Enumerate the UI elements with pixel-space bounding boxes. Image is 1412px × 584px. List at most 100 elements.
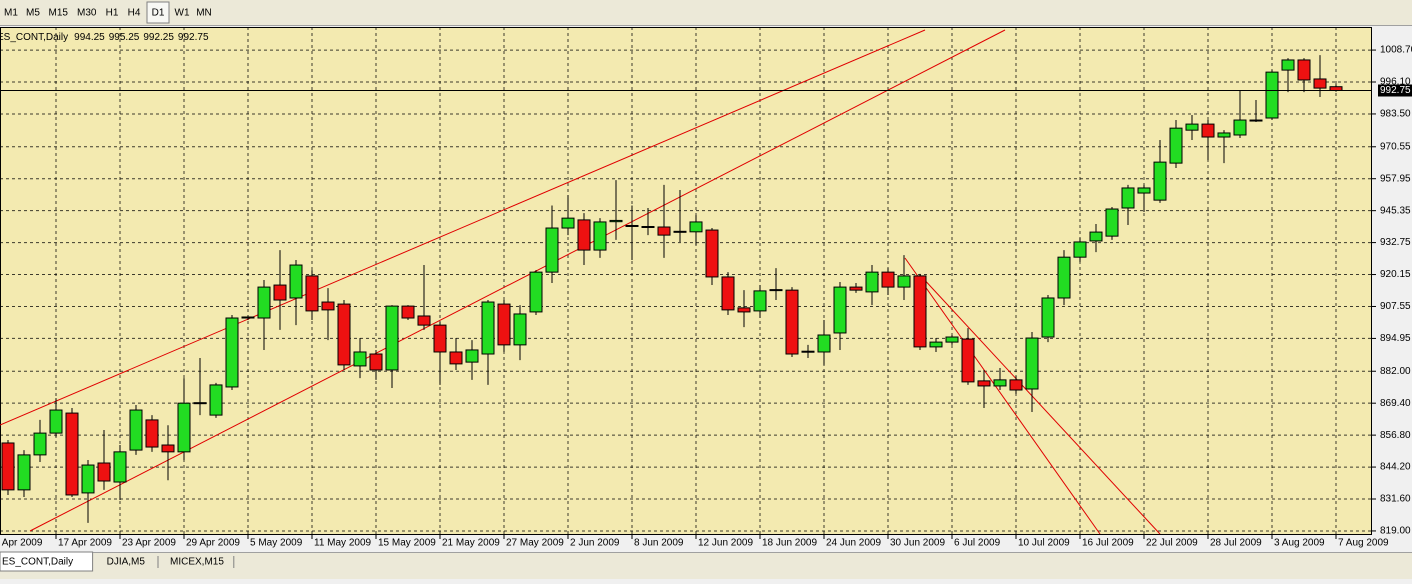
candle-body xyxy=(433,324,447,353)
price-label: 992.75 xyxy=(1380,85,1411,96)
candle-body xyxy=(625,224,639,227)
candle-body xyxy=(1121,187,1135,209)
candle-body xyxy=(721,276,735,311)
candle-body xyxy=(401,305,415,319)
x-tick-label: 5 May 2009 xyxy=(250,538,303,549)
timeframe-button[interactable]: H4 xyxy=(128,8,141,19)
x-tick-label: 17 Apr 2009 xyxy=(58,538,112,549)
trend-line xyxy=(919,274,1161,535)
candle-body xyxy=(977,380,991,387)
tab-label[interactable]: ES_CONT,Daily xyxy=(2,557,73,568)
candle-body xyxy=(193,402,207,405)
candle-body xyxy=(1217,132,1231,138)
tab-label[interactable]: MICEX,M15 xyxy=(170,557,224,568)
candle-body xyxy=(817,334,831,353)
y-tick-label: 945.35 xyxy=(1380,205,1411,216)
candle-body xyxy=(993,379,1007,387)
candle-body xyxy=(1041,297,1055,338)
candle-body xyxy=(97,462,111,482)
chart-title: ES_CONT,Daily xyxy=(0,32,68,43)
candle-body xyxy=(897,275,911,288)
tab-label[interactable]: DJIA,M5 xyxy=(107,557,146,568)
candle-body xyxy=(1153,161,1167,201)
candle-body xyxy=(321,301,335,311)
candle-body xyxy=(1313,78,1327,89)
candle-body xyxy=(209,384,223,416)
candle-body xyxy=(881,271,895,288)
candle-body xyxy=(17,454,31,491)
y-tick-label: 957.95 xyxy=(1380,173,1411,184)
candle-body xyxy=(1329,86,1343,91)
timeframe-button[interactable]: H1 xyxy=(106,8,119,19)
candle-body xyxy=(913,275,927,348)
candle-body xyxy=(337,303,351,366)
candle-body xyxy=(1009,379,1023,391)
candle-body xyxy=(1,442,15,491)
candle-body xyxy=(241,316,255,319)
candle-body xyxy=(609,219,623,223)
y-tick-label: 920.15 xyxy=(1380,269,1411,280)
candle-body xyxy=(1297,59,1311,81)
candle-body xyxy=(145,419,159,448)
candle-body xyxy=(833,286,847,334)
trend-line xyxy=(29,29,1006,532)
candle-body xyxy=(1025,337,1039,390)
candle-body xyxy=(1201,123,1215,138)
timeframe-button[interactable]: W1 xyxy=(175,8,190,19)
candle-body xyxy=(257,286,271,319)
timeframe-buttons: M1 M5 M15 M30 H1 H4 D1 W1 MN xyxy=(4,1,212,24)
timeframe-button[interactable]: D1 xyxy=(152,8,165,19)
y-tick-label: 831.60 xyxy=(1380,494,1411,505)
y-tick-label: 869.40 xyxy=(1380,398,1411,409)
candle-body xyxy=(513,313,527,346)
candle-body xyxy=(705,229,719,278)
candle-body xyxy=(385,305,399,371)
x-tick-label: 27 May 2009 xyxy=(506,538,564,549)
x-tick-label: 15 May 2009 xyxy=(378,538,436,549)
candle-body xyxy=(65,412,79,496)
candle-body xyxy=(561,217,575,229)
y-tick-label: 970.55 xyxy=(1380,141,1411,152)
timeframe-button[interactable]: M1 xyxy=(4,8,18,19)
x-tick-label: 12 Jun 2009 xyxy=(698,538,753,549)
candle-body xyxy=(1281,59,1295,71)
x-tick-label: 6 Jul 2009 xyxy=(954,538,1001,549)
y-tick-label: 932.75 xyxy=(1380,237,1411,248)
trend-line xyxy=(904,257,1101,535)
candle-body xyxy=(177,402,191,453)
candle-body xyxy=(529,271,543,313)
candle-body xyxy=(161,444,175,453)
candle-body xyxy=(737,307,751,313)
timeframe-button[interactable]: M15 xyxy=(49,8,69,19)
x-tick-label: 8 Jun 2009 xyxy=(634,538,684,549)
y-tick-label: 882.00 xyxy=(1380,366,1411,377)
x-tick-label: 7 Aug 2009 xyxy=(1338,538,1389,549)
candle-body xyxy=(801,350,815,353)
x-tick-label: 21 May 2009 xyxy=(442,538,500,549)
candle-body xyxy=(1185,123,1199,131)
timeframe-button[interactable]: M5 xyxy=(26,8,40,19)
candle-body xyxy=(1233,119,1247,136)
candle-body xyxy=(417,315,431,326)
toolbar xyxy=(0,0,1412,26)
x-tick-label: 3 Aug 2009 xyxy=(1274,538,1325,549)
x-tick-label: 2 Jun 2009 xyxy=(570,538,620,549)
candle-body xyxy=(945,336,959,343)
candle-body xyxy=(1137,187,1151,194)
chart-header: ES_CONT,Daily 994.25 995.25 992.25 992.75 xyxy=(0,32,209,43)
tab-active[interactable] xyxy=(0,551,94,572)
last-close: 992.75 xyxy=(178,32,209,43)
x-tick-label: 29 Apr 2009 xyxy=(186,538,240,549)
candle-body xyxy=(577,219,591,251)
candle-body xyxy=(369,353,383,371)
candle-body xyxy=(689,221,703,233)
x-tick-label: 10 Jul 2009 xyxy=(1018,538,1070,549)
plot-area xyxy=(0,27,1372,535)
x-tick-label: 23 Apr 2009 xyxy=(122,538,176,549)
timeframe-button[interactable]: MN xyxy=(196,8,212,19)
candle-body xyxy=(753,290,767,312)
timeframe-button[interactable]: M30 xyxy=(77,8,97,19)
button-pressed[interactable] xyxy=(146,1,170,24)
